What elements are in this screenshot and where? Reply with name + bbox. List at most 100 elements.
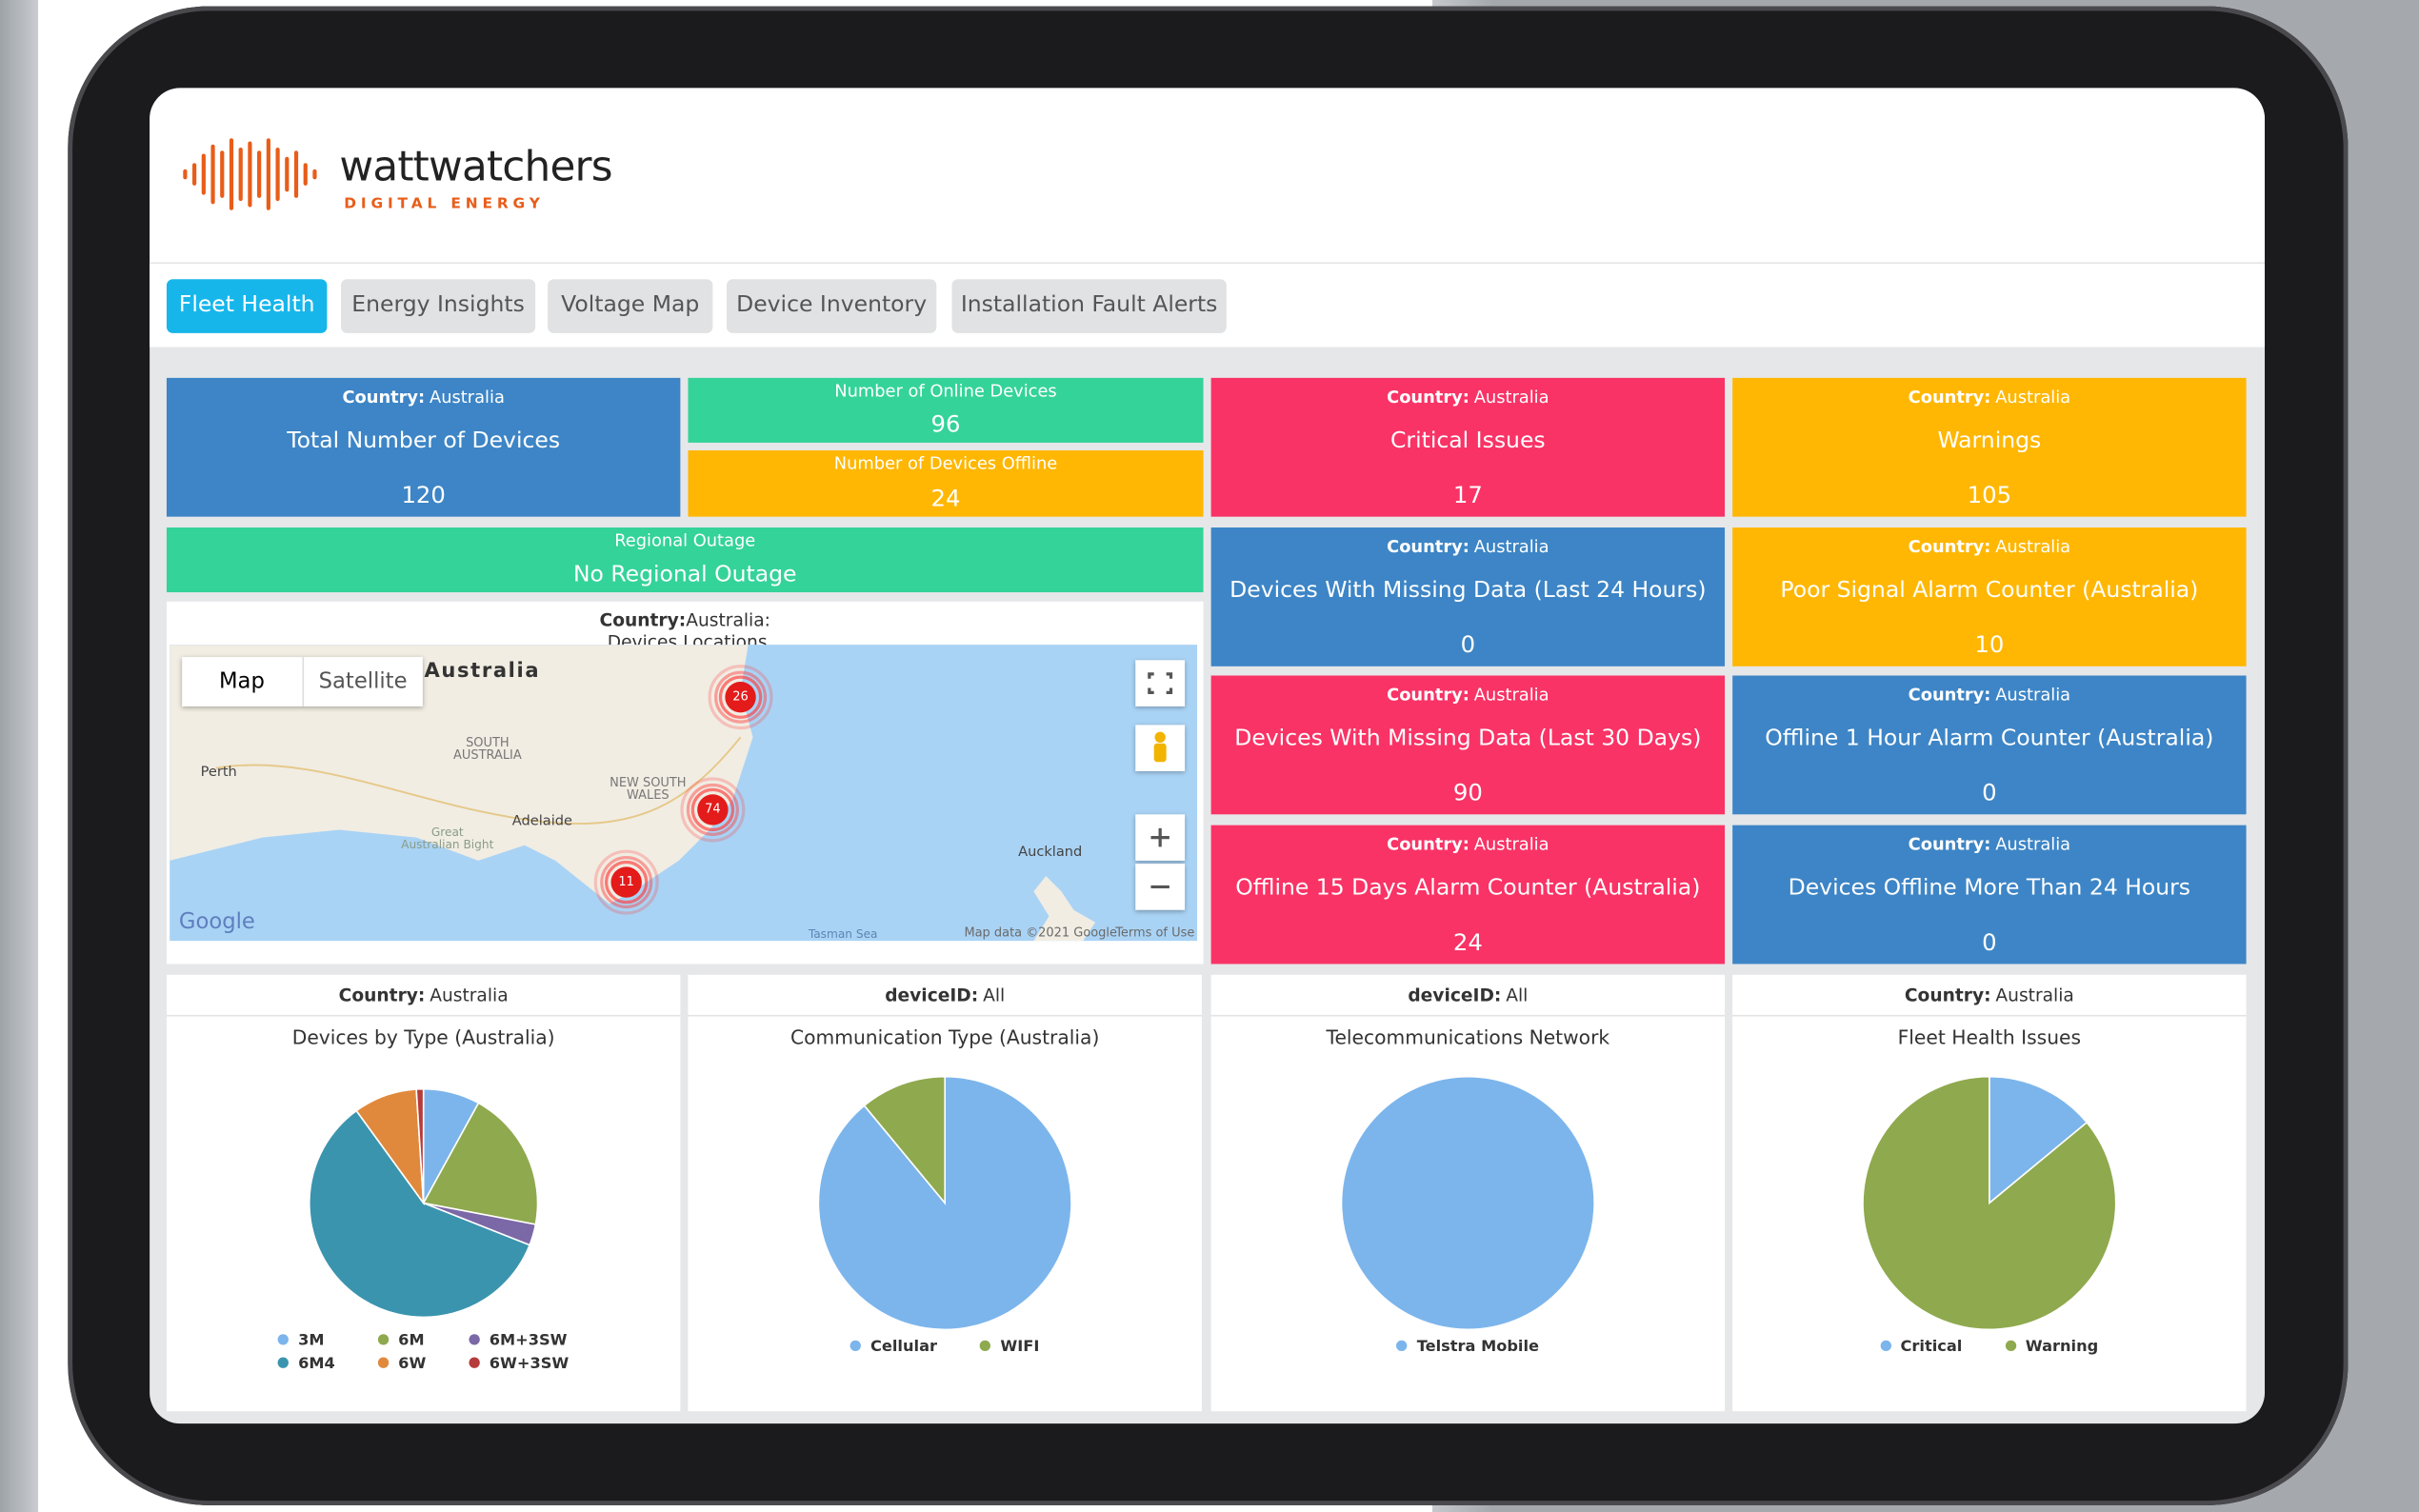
filter-label: Country: (1387, 685, 1469, 706)
filter: Country: Australia (1732, 834, 2246, 854)
chart-title: Fleet Health Issues (1897, 1025, 2082, 1049)
metric-tile: Country: Australia Total Number of Devices… (166, 377, 681, 517)
land (170, 645, 753, 905)
legend-item[interactable]: Warning (2005, 1339, 2099, 1356)
chart-panel: Country: Australia Fleet Health Issues Crit… (1732, 974, 2247, 1412)
legend-item[interactable]: WIFI (980, 1339, 1039, 1356)
filter: Country: Australia (167, 388, 680, 408)
legend-grid: Critical Warning (1880, 1339, 2098, 1356)
tile-title: Devices With Missing Data (Last 24 Hours… (1229, 578, 1707, 604)
legend-item[interactable]: 6M (378, 1333, 426, 1349)
small-tile-title: Number of Devices Offline (833, 453, 1058, 474)
filter: Country: Australia (1211, 537, 1725, 557)
cluster-count[interactable]: 11 (618, 874, 634, 889)
filter: Country: Australia (1732, 537, 2246, 557)
chart-panel: deviceID: All Communication Type (Australi… (688, 974, 1202, 1412)
cluster-ring (714, 670, 768, 724)
map-type-button[interactable]: Map (218, 669, 265, 694)
map-type-control: Map Satellite (182, 657, 423, 706)
tab[interactable]: Fleet Health (166, 279, 328, 333)
tile-title: Warnings (1937, 428, 2042, 454)
tab[interactable]: Device Inventory (726, 279, 937, 333)
filter: deviceID: All (1210, 975, 1726, 1017)
chart-title: Communication Type (Australia) (790, 1025, 1100, 1049)
tile-title: Devices With Missing Data (Last 30 Days) (1234, 726, 1702, 751)
logo-mark (183, 138, 317, 210)
filter-value: Australia (1995, 834, 2071, 855)
map-button[interactable] (1135, 814, 1186, 861)
legend-grid: Telstra Mobile (1396, 1339, 1540, 1356)
legend-item[interactable]: Cellular (850, 1339, 937, 1356)
logo-subtitle: DIGITAL ENERGY (344, 195, 545, 213)
filter-value: Australia (1995, 685, 2071, 706)
filter-label: Country: (342, 387, 426, 408)
legend: Critical Warning (1732, 1339, 2246, 1356)
legend-item[interactable]: 3M (278, 1333, 335, 1349)
legend-item[interactable]: 6M+3SW (469, 1332, 570, 1350)
small-tile: Number of Devices Offline 24 (688, 450, 1204, 517)
map-label: NEW SOUTH WALES (610, 775, 687, 803)
legend-label: 6M+3SW (489, 1332, 568, 1350)
cluster-count[interactable]: 26 (732, 689, 749, 704)
tile-title: Poor Signal Alarm Counter (Australia) (1780, 578, 2199, 604)
map-label: Great Australian Bight (401, 825, 494, 851)
tab[interactable]: Installation Fault Alerts (951, 279, 1227, 333)
metric-tile: Country: Australia Critical Issues 17 (1210, 377, 1726, 517)
filter-value: Australia (1473, 387, 1549, 408)
map-footer: Google (178, 909, 255, 935)
legend-swatch (278, 1334, 290, 1345)
metric-tile: Country: Australia Offline 1 Hour Alarm Co… (1732, 675, 2247, 815)
tile-value: 10 (1974, 630, 2005, 659)
icon (1150, 827, 1170, 847)
map-button[interactable] (1135, 864, 1186, 910)
legend: 3M 6M 6M+3SW 6M4 6W 6W+3SW (167, 1333, 680, 1373)
legend-label: Warning (2025, 1339, 2099, 1356)
tile-value: 0 (1982, 779, 1997, 807)
map-button[interactable] (1135, 725, 1186, 771)
tab[interactable]: Energy Insights (340, 279, 536, 333)
map-type-button[interactable]: Satellite (301, 657, 423, 706)
tile-title: Total Number of Devices (287, 428, 561, 454)
logo-text: wattwatchers (339, 143, 612, 191)
legend-swatch (378, 1334, 390, 1345)
filter-value: Australia (1995, 536, 2071, 557)
map-button[interactable] (1135, 660, 1186, 706)
map-label: Tasman Sea (808, 926, 878, 942)
legend-swatch (2005, 1340, 2017, 1352)
cluster-ring (680, 777, 746, 843)
legend-swatch (850, 1340, 862, 1352)
pie-slice (863, 1075, 946, 1205)
legend-swatch (469, 1357, 481, 1368)
legend-item[interactable]: 6M4 (278, 1356, 335, 1373)
tile-title: Critical Issues (1390, 428, 1546, 454)
icon (1153, 743, 1167, 763)
tile-value: 120 (401, 481, 446, 509)
legend-label: Telstra Mobile (1416, 1339, 1540, 1356)
legend-swatch (278, 1357, 290, 1368)
tile-title: Offline 15 Days Alarm Counter (Australia… (1235, 876, 1701, 902)
pie-slice (309, 1109, 531, 1319)
cluster-count[interactable]: 74 (705, 802, 721, 816)
legend-item[interactable]: 6W (378, 1356, 426, 1373)
filter: Country:Australia: (167, 609, 1204, 631)
legend-item[interactable]: Critical (1880, 1339, 1962, 1356)
legend-item[interactable]: 6W+3SW (469, 1356, 569, 1373)
pie-chart (1340, 1075, 1595, 1331)
filter-value: Australia (1995, 984, 2074, 1006)
chart-title: Telecommunications Network (1326, 1025, 1610, 1049)
metric-tile: Country: Australia Devices With Missing Da… (1210, 675, 1726, 815)
land (1033, 876, 1096, 942)
filter: Country: Australia (1211, 685, 1725, 705)
filter: Country: Australia (1211, 834, 1725, 854)
map-label: Australia (424, 660, 541, 684)
chart-panel: deviceID: All Telecommunications Network Te… (1210, 974, 1726, 1412)
metric-tile: Country: Australia Devices With Missing Da… (1210, 527, 1726, 666)
filter-value: Australia (1473, 536, 1549, 557)
tab[interactable]: Voltage Map (548, 279, 713, 333)
legend-item[interactable]: Telstra Mobile (1396, 1339, 1540, 1356)
small-tile-value: 96 (930, 409, 961, 439)
filter-value: Australia (430, 387, 505, 408)
legend-label: Critical (1900, 1339, 1963, 1356)
map-footer: Map data ©2021 Google (964, 925, 1117, 940)
